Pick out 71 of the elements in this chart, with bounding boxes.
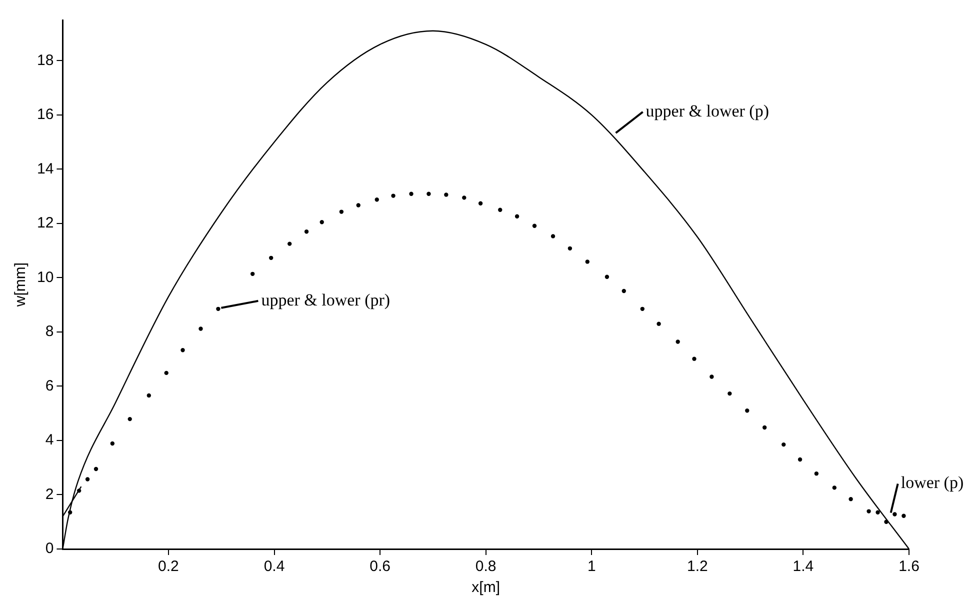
point [409, 192, 414, 196]
point [444, 192, 448, 197]
point [585, 260, 590, 264]
point [288, 242, 292, 246]
x-tick-label: 1 [587, 558, 596, 576]
point [180, 348, 185, 352]
point [339, 210, 344, 214]
point [164, 370, 168, 376]
point [320, 220, 324, 224]
x-tick-label: 0.4 [264, 558, 285, 576]
point [782, 442, 786, 447]
point [478, 201, 483, 206]
point [128, 416, 132, 422]
point [676, 340, 680, 344]
point [848, 496, 853, 502]
point [892, 512, 897, 516]
point [498, 208, 502, 212]
annotation: upper & lower (p) [646, 101, 770, 120]
point [604, 274, 610, 280]
point [110, 441, 115, 446]
point [692, 356, 696, 361]
point [94, 466, 98, 472]
point [550, 234, 556, 238]
y-tick-label: 18 [36, 52, 54, 69]
point [832, 486, 837, 490]
point [462, 196, 466, 200]
y-tick-label: 14 [36, 160, 54, 178]
point [146, 393, 152, 398]
y-tick-label: 8 [45, 323, 54, 340]
x-tick-label: 0.6 [370, 558, 390, 576]
point [876, 510, 880, 514]
y-tick-label: 0 [45, 540, 54, 558]
point [814, 471, 819, 476]
x-tick-label: 0.8 [475, 558, 496, 576]
point [268, 256, 274, 260]
point [532, 224, 537, 228]
x-axis-title: x[m] [472, 579, 500, 596]
point [568, 246, 572, 251]
point [250, 272, 255, 276]
y-tick-label: 2 [45, 486, 54, 503]
annotation: lower (p) [900, 473, 964, 492]
x-tick-label: 1.4 [792, 558, 814, 576]
point [304, 230, 309, 234]
point [391, 194, 396, 198]
point [798, 457, 802, 462]
point [866, 509, 871, 514]
point [356, 203, 360, 208]
point [374, 197, 379, 202]
point [622, 288, 626, 294]
y-tick-label: 4 [45, 432, 54, 449]
x-tick-label: 0.2 [158, 558, 179, 576]
x-tick-label: 1.2 [686, 558, 708, 576]
point [710, 374, 714, 379]
point [198, 326, 203, 331]
point [216, 306, 220, 312]
point [745, 408, 750, 413]
point [85, 477, 90, 482]
y-tick-label: 16 [36, 106, 54, 124]
point [640, 306, 645, 312]
point [902, 514, 906, 518]
y-tick-label: 10 [36, 268, 54, 286]
point [728, 391, 732, 396]
annotation: upper & lower (pr) [261, 290, 390, 310]
point [514, 214, 520, 219]
point [426, 192, 431, 196]
point [656, 322, 661, 326]
point [762, 425, 767, 430]
x-tick-label: 1.6 [898, 558, 920, 576]
y-axis-title: w[mm] [12, 262, 30, 308]
y-tick-label: 6 [45, 377, 54, 394]
y-tick-label: 12 [36, 214, 54, 232]
